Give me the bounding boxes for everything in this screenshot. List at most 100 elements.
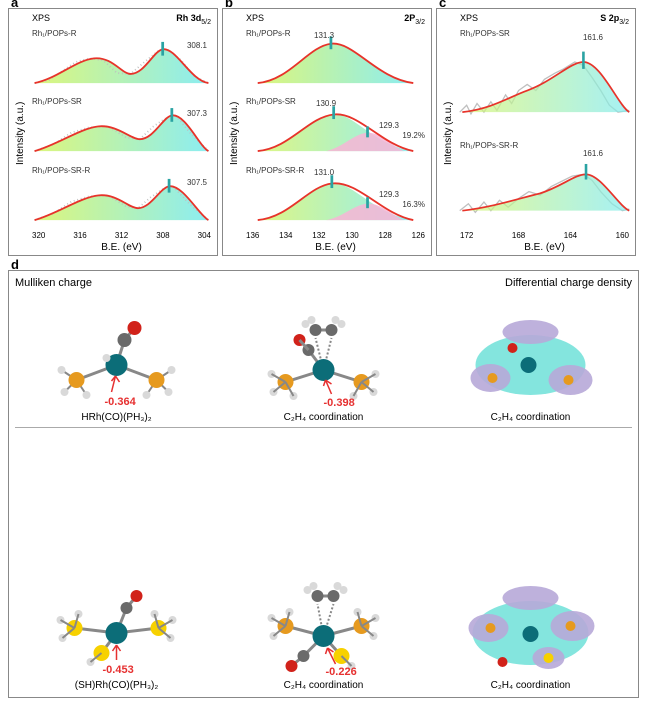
charge-r1c2: -0.398	[324, 397, 355, 409]
sample-b3: Rh₁/POPs-SR-R	[246, 166, 304, 175]
panel-b-xps: XPS	[246, 13, 264, 26]
caption-r1c1: HRh(CO)(PH₃)₂	[81, 412, 151, 423]
caption-r2c2: C₂H₄ coordination	[284, 680, 364, 691]
panel-b: b Intensity (a.u.) XPS 2P3/2 Rh₁/POPs-R …	[222, 8, 432, 256]
panel-b-spectra: Rh₁/POPs-R 131.3 Rh₁/POPs-SR 130.9 129.3…	[242, 26, 429, 231]
mol-r1c2: -0.398 C₂H₄ coordination	[222, 293, 425, 423]
spectrum-a3: Rh₁/POPs-SR-R 307.5	[30, 164, 213, 230]
peak-b1: 131.3	[314, 31, 334, 40]
mol-r2c3: C₂H₄ coordination	[429, 561, 632, 691]
xtick: 164	[564, 231, 577, 240]
panel-c-ylabel: Intensity (a.u.)	[441, 13, 456, 253]
panel-d-label: d	[11, 257, 19, 272]
peak-a1: 308.1	[187, 41, 207, 50]
panel-a: a Intensity (a.u.) XPS Rh 3d5/2 Rh₁/POPs…	[8, 8, 218, 256]
panel-d: d Mulliken charge Differential charge de…	[8, 270, 639, 698]
row-sep	[15, 427, 632, 428]
mol-r1c3: C₂H₄ coordination	[429, 293, 632, 423]
charge-r2c2: -0.226	[326, 666, 357, 678]
charge-r1c1: -0.364	[105, 396, 137, 408]
peak-b3m: 131.0	[314, 168, 334, 177]
xtick: 126	[412, 231, 425, 240]
panel-c-area: XPS S 2p3/2 Rh₁/POPs-SR 161.6	[456, 13, 633, 253]
sample-c2: Rh₁/POPs-SR-R	[460, 141, 518, 150]
xtick: 134	[279, 231, 292, 240]
panel-b-header: XPS 2P3/2	[242, 13, 429, 26]
panel-a-chart: Intensity (a.u.) XPS Rh 3d5/2 Rh₁/POPs-R…	[13, 13, 215, 253]
peak-b2s: 129.3	[379, 121, 399, 130]
caption-r2c1: (SH)Rh(CO)(PH₃)₂	[75, 680, 159, 691]
sample-b1: Rh₁/POPs-R	[246, 29, 290, 38]
spectrum-a1: Rh₁/POPs-R 308.1	[30, 27, 213, 93]
mol-svg-r1c2: -0.398	[222, 310, 425, 410]
panel-b-xticks: 136 134 132 130 128 126	[242, 231, 429, 240]
xtick: 320	[32, 231, 45, 240]
panel-a-label: a	[11, 0, 18, 10]
xtick: 304	[198, 231, 211, 240]
sample-a3: Rh₁/POPs-SR-R	[32, 166, 90, 175]
spectrum-b1: Rh₁/POPs-R 131.3	[244, 27, 427, 93]
panel-a-xticks: 320 316 312 308 304	[28, 231, 215, 240]
caption-r2c3: C₂H₄ coordination	[491, 680, 571, 691]
panel-a-area: XPS Rh 3d5/2 Rh₁/POPs-R 308.1	[28, 13, 215, 253]
xtick: 168	[512, 231, 525, 240]
panel-b-label: b	[225, 0, 233, 10]
panel-b-orbital: 2P3/2	[404, 13, 425, 26]
xtick: 308	[156, 231, 169, 240]
svg-c2	[458, 139, 631, 230]
panel-c-header: XPS S 2p3/2	[456, 13, 633, 26]
caption-r1c3: C₂H₄ coordination	[491, 412, 571, 423]
mol-svg-r2c2: -0.226	[222, 578, 425, 678]
panel-a-xlabel: B.E. (eV)	[28, 242, 215, 253]
dcd-title: Differential charge density	[505, 277, 632, 289]
xtick: 136	[246, 231, 259, 240]
mol-r1c1: -0.364 HRh(CO)(PH₃)₂	[15, 293, 218, 423]
panel-d-header: Mulliken charge Differential charge dens…	[15, 277, 632, 289]
panel-c-spectra: Rh₁/POPs-SR 161.6 Rh₁/POPs-SR-R 161.6	[456, 26, 633, 231]
spectrum-c2: Rh₁/POPs-SR-R 161.6	[458, 139, 631, 230]
xtick: 312	[115, 231, 128, 240]
sample-c1: Rh₁/POPs-SR	[460, 29, 510, 38]
panel-b-chart: Intensity (a.u.) XPS 2P3/2 Rh₁/POPs-R 13…	[227, 13, 429, 253]
peak-a3: 307.5	[187, 178, 207, 187]
panel-a-spectra: Rh₁/POPs-R 308.1 Rh₁/POPs-SR 3	[28, 26, 215, 231]
panel-b-xlabel: B.E. (eV)	[242, 242, 429, 253]
panel-c-xticks: 172 168 164 160	[456, 231, 633, 240]
xtick: 130	[345, 231, 358, 240]
panel-c: c Intensity (a.u.) XPS S 2p3/2 Rh₁/POPs-…	[436, 8, 636, 256]
panel-c-xps: XPS	[460, 13, 478, 26]
xtick: 160	[616, 231, 629, 240]
panel-c-label: c	[439, 0, 446, 10]
caption-r1c2: C₂H₄ coordination	[284, 412, 364, 423]
sample-a1: Rh₁/POPs-R	[32, 29, 76, 38]
mol-svg-r1c3	[429, 310, 632, 410]
spectrum-a2: Rh₁/POPs-SR 307.3	[30, 95, 213, 161]
panel-b-area: XPS 2P3/2 Rh₁/POPs-R 131.3 Rh₁/P	[242, 13, 429, 253]
peak-c1: 161.6	[583, 33, 603, 42]
spectrum-b2: Rh₁/POPs-SR 130.9 129.3 19.2%	[244, 95, 427, 161]
xtick: 172	[460, 231, 473, 240]
pct-b3: 16.3%	[402, 200, 425, 209]
xtick: 128	[379, 231, 392, 240]
panel-b-ylabel: Intensity (a.u.)	[227, 13, 242, 253]
panel-a-ylabel: Intensity (a.u.)	[13, 13, 28, 253]
top-row: a Intensity (a.u.) XPS Rh 3d5/2 Rh₁/POPs…	[8, 8, 639, 256]
sample-b2: Rh₁/POPs-SR	[246, 97, 296, 106]
sample-a2: Rh₁/POPs-SR	[32, 97, 82, 106]
peak-b3s: 129.3	[379, 190, 399, 199]
mulliken-title: Mulliken charge	[15, 277, 92, 289]
mol-r2c1: -0.453 (SH)Rh(CO)(PH₃)₂	[15, 561, 218, 691]
xtick: 132	[312, 231, 325, 240]
peak-a2: 307.3	[187, 109, 207, 118]
mol-r2c2: -0.226 C₂H₄ coordination	[222, 561, 425, 691]
panel-a-orbital: Rh 3d5/2	[176, 13, 211, 26]
spectrum-c1: Rh₁/POPs-SR 161.6	[458, 27, 631, 137]
pct-b2: 19.2%	[402, 131, 425, 140]
panel-a-header: XPS Rh 3d5/2	[28, 13, 215, 26]
mol-svg-r1c1: -0.364	[15, 310, 218, 410]
panel-c-chart: Intensity (a.u.) XPS S 2p3/2 Rh₁/POPs-SR…	[441, 13, 633, 253]
panel-c-xlabel: B.E. (eV)	[456, 242, 633, 253]
panel-a-xps: XPS	[32, 13, 50, 26]
spectrum-b3: Rh₁/POPs-SR-R 131.0 129.3 16.3%	[244, 164, 427, 230]
svg-c1	[458, 27, 631, 137]
